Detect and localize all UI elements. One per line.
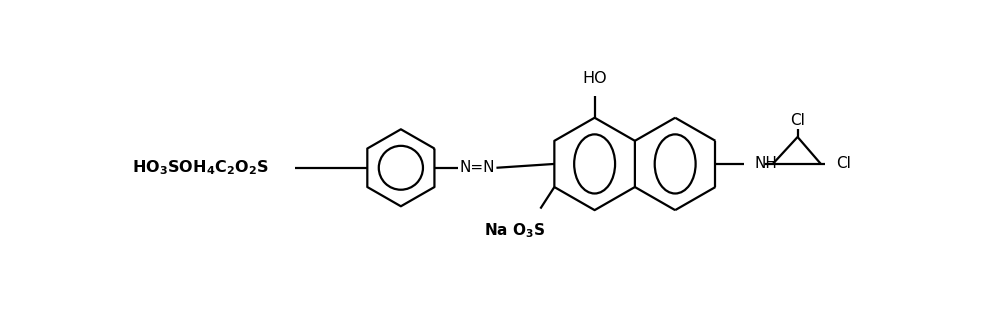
Text: N=N: N=N (460, 160, 495, 175)
Text: NH: NH (754, 157, 777, 171)
Text: $\mathbf{HO_3SOH_4C_2O_2S}$: $\mathbf{HO_3SOH_4C_2O_2S}$ (132, 159, 269, 177)
Text: Cl: Cl (836, 157, 851, 171)
Text: HO: HO (582, 71, 607, 86)
Text: $\mathbf{Na\ O_3S}$: $\mathbf{Na\ O_3S}$ (484, 221, 544, 239)
Text: Cl: Cl (790, 113, 805, 128)
